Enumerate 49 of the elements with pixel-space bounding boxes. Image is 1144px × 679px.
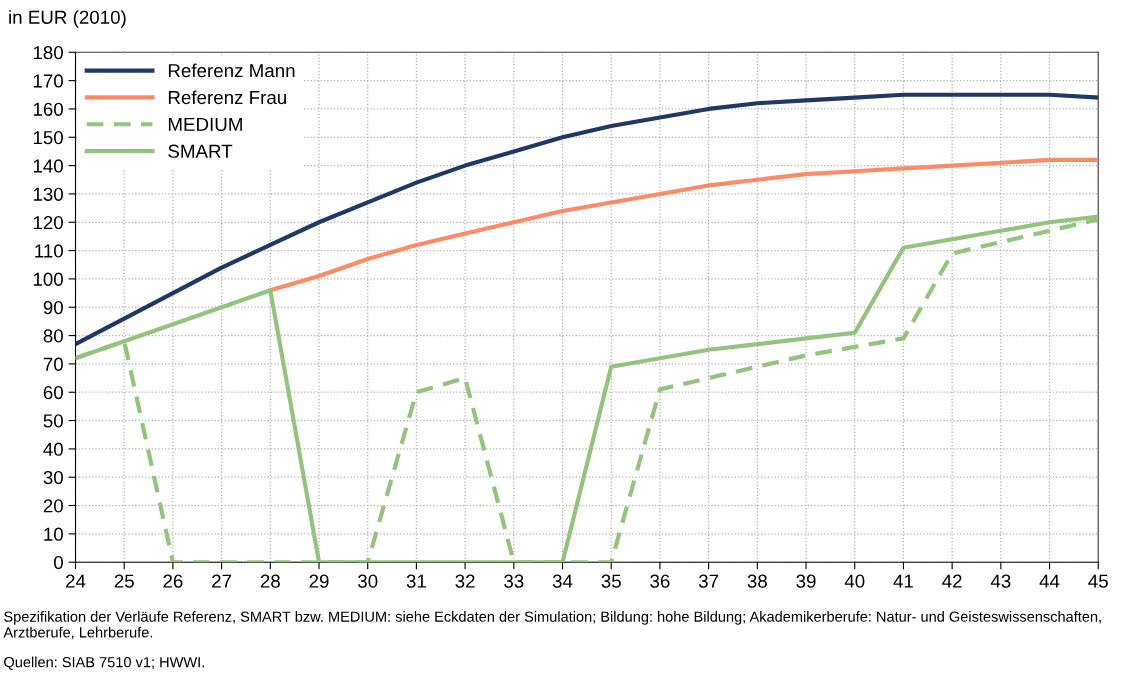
- x-tick-label: 35: [601, 574, 621, 588]
- x-tick-label: 30: [358, 574, 378, 588]
- y-axis-title: in EUR (2010): [9, 10, 126, 28]
- x-tick-label: 26: [163, 574, 183, 588]
- y-tick-label: 140: [33, 159, 63, 173]
- text: Spezifikation der Verläufe Referenz, SMART bzw. MEDIUM: siehe Eckdaten der Simulation; Bildung: hohe Bildung; Akademikerberufe: Natur- und Geisteswissenschaften, Arztberufe, Lehrberufe.: [3, 611, 1101, 640]
- y-tick-label: 170: [33, 74, 63, 88]
- x-tick-label: 28: [260, 574, 280, 588]
- x-tick-label: 31: [406, 574, 426, 588]
- x-tick-label: 25: [114, 574, 134, 588]
- y-tick-label: 160: [33, 102, 63, 116]
- x-tick-label: 39: [796, 574, 816, 588]
- x-tick-label: 41: [893, 574, 913, 588]
- y-tick-label: 20: [43, 499, 63, 513]
- x-tick-label: 42: [942, 574, 962, 588]
- y-tick-label: 70: [43, 357, 63, 371]
- x-tick-label: 38: [747, 574, 767, 588]
- y-tick-label: 120: [33, 215, 63, 230]
- y-tick-label: 0: [54, 555, 63, 570]
- y-tick-label: 100: [33, 272, 63, 286]
- y-tick-label: 90: [43, 300, 63, 315]
- line-series: [75, 92, 1099, 347]
- x-tick-label: 32: [455, 574, 475, 588]
- source-note: Quellen: SIAB 7510 v1; HWWI.: [4, 656, 204, 670]
- x-tick-label: 27: [212, 574, 232, 588]
- x-tick-label: 36: [650, 574, 670, 588]
- y-tick-label: 130: [33, 187, 63, 201]
- x-tick-label: 40: [844, 574, 865, 588]
- y-tick-label: 110: [35, 244, 63, 258]
- x-tick-label: 34: [552, 574, 573, 588]
- legend-label: SMART: [168, 144, 233, 158]
- x-tick-label: 33: [504, 574, 524, 588]
- y-tick-label: 60: [43, 385, 63, 400]
- y-tick-label: 80: [43, 329, 63, 343]
- y-tick-label: 180: [33, 45, 63, 60]
- x-tick-label: 45: [1088, 574, 1108, 588]
- legend-label: MEDIUM: [168, 117, 242, 132]
- x-tick-label: 44: [1039, 574, 1060, 588]
- x-tick-label: 24: [66, 574, 86, 588]
- y-tick-label: 150: [33, 130, 63, 145]
- y-tick-label: 50: [43, 414, 63, 428]
- x-tick-label: 29: [309, 574, 329, 588]
- legend-label: Referenz Frau: [168, 90, 286, 105]
- x-tick-label: 37: [698, 574, 719, 588]
- y-tick-label: 40: [43, 442, 63, 456]
- y-tick-label: 30: [43, 470, 63, 485]
- x-tick-label: 43: [990, 574, 1011, 588]
- y-tick-label: 10: [44, 527, 63, 541]
- legend-label: Referenz Mann: [168, 63, 295, 78]
